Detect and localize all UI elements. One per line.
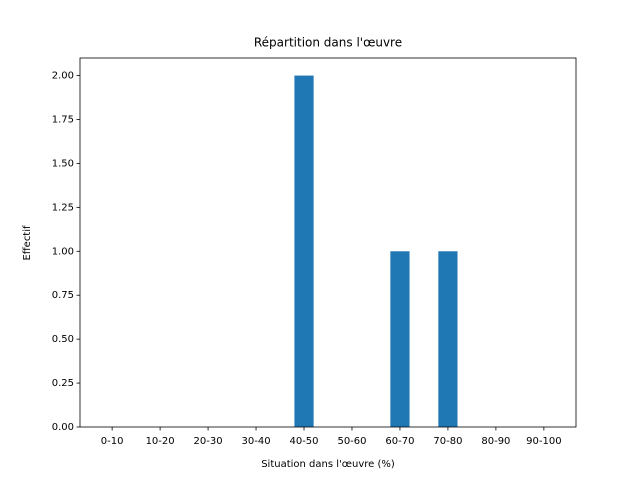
y-tick-label: 2.00 xyxy=(52,71,74,82)
x-tick-label: 20-30 xyxy=(194,436,223,447)
x-tick-label: 80-90 xyxy=(481,436,510,447)
y-tick-label: 0.25 xyxy=(52,378,74,389)
x-tick-label: 0-10 xyxy=(101,436,124,447)
y-tick-label: 0.75 xyxy=(52,290,74,301)
x-axis-label: Situation dans l'œuvre (%) xyxy=(261,459,395,470)
y-tick-label: 1.00 xyxy=(52,246,74,257)
x-tick-label: 40-50 xyxy=(289,436,318,447)
x-tick-label: 60-70 xyxy=(385,436,414,447)
y-tick-label: 0.50 xyxy=(52,334,74,345)
y-tick-label: 1.50 xyxy=(52,158,74,169)
x-tick-label: 90-100 xyxy=(526,436,561,447)
axes-frame xyxy=(79,57,577,428)
bar xyxy=(390,251,410,427)
y-tick-label: 1.25 xyxy=(52,202,74,213)
bar xyxy=(294,75,314,428)
x-tick-label: 70-80 xyxy=(433,436,462,447)
x-tick-label: 30-40 xyxy=(242,436,271,447)
x-tick-label: 50-60 xyxy=(337,436,366,447)
y-tick-label: 1.75 xyxy=(52,115,74,126)
x-tick-label: 10-20 xyxy=(146,436,175,447)
y-axis-label: Effectif xyxy=(22,225,33,261)
y-tick-label: 0.00 xyxy=(52,422,74,433)
bar xyxy=(438,251,458,427)
chart-title: Répartition dans l'œuvre xyxy=(254,36,402,50)
